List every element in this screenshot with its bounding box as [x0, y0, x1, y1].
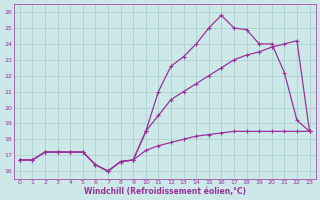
X-axis label: Windchill (Refroidissement éolien,°C): Windchill (Refroidissement éolien,°C) — [84, 187, 246, 196]
